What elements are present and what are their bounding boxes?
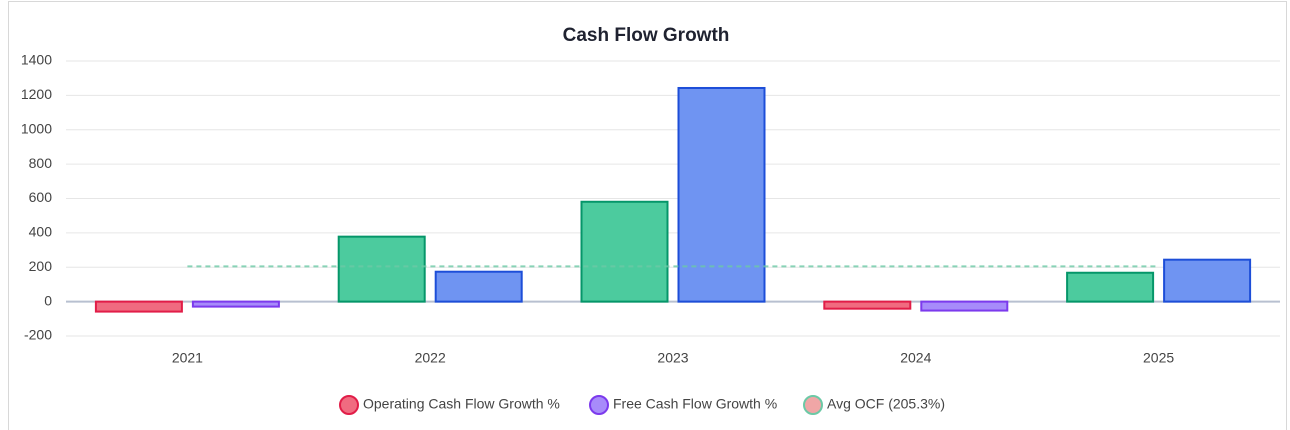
x-tick-label: 2023: [657, 350, 688, 366]
bar: [1066, 271, 1155, 303]
legend-swatch: [589, 395, 609, 415]
y-tick-label: 800: [29, 155, 53, 171]
bar: [580, 200, 669, 303]
x-tick-label: 2022: [415, 350, 446, 366]
y-tick-label: 1000: [21, 120, 52, 136]
y-tick-label: 1400: [21, 52, 52, 68]
y-tick-label: -200: [24, 327, 52, 343]
legend-label: Operating Cash Flow Growth %: [363, 396, 560, 412]
frame: [8, 1, 1287, 430]
bar: [823, 300, 912, 310]
y-tick-label: 400: [29, 224, 53, 240]
legend-label: Avg OCF (205.3%): [827, 396, 945, 412]
x-tick-label: 2021: [172, 350, 203, 366]
bar: [94, 300, 183, 313]
bar: [191, 300, 280, 308]
x-tick-label: 2025: [1143, 350, 1174, 366]
y-tick-label: 1200: [21, 86, 52, 102]
y-tick-label: 600: [29, 189, 53, 205]
y-tick-label: 0: [44, 292, 52, 308]
bar: [337, 235, 426, 303]
legend-swatch: [803, 395, 823, 415]
bar: [434, 270, 523, 303]
bar: [677, 86, 766, 303]
x-tick-label: 2024: [900, 350, 931, 366]
bar: [920, 300, 1009, 312]
chart-title: Cash Flow Growth: [563, 25, 730, 46]
legend-label: Free Cash Flow Growth %: [613, 396, 777, 412]
legend-swatch: [339, 395, 359, 415]
bar: [1163, 258, 1252, 303]
y-tick-label: 200: [29, 258, 53, 274]
